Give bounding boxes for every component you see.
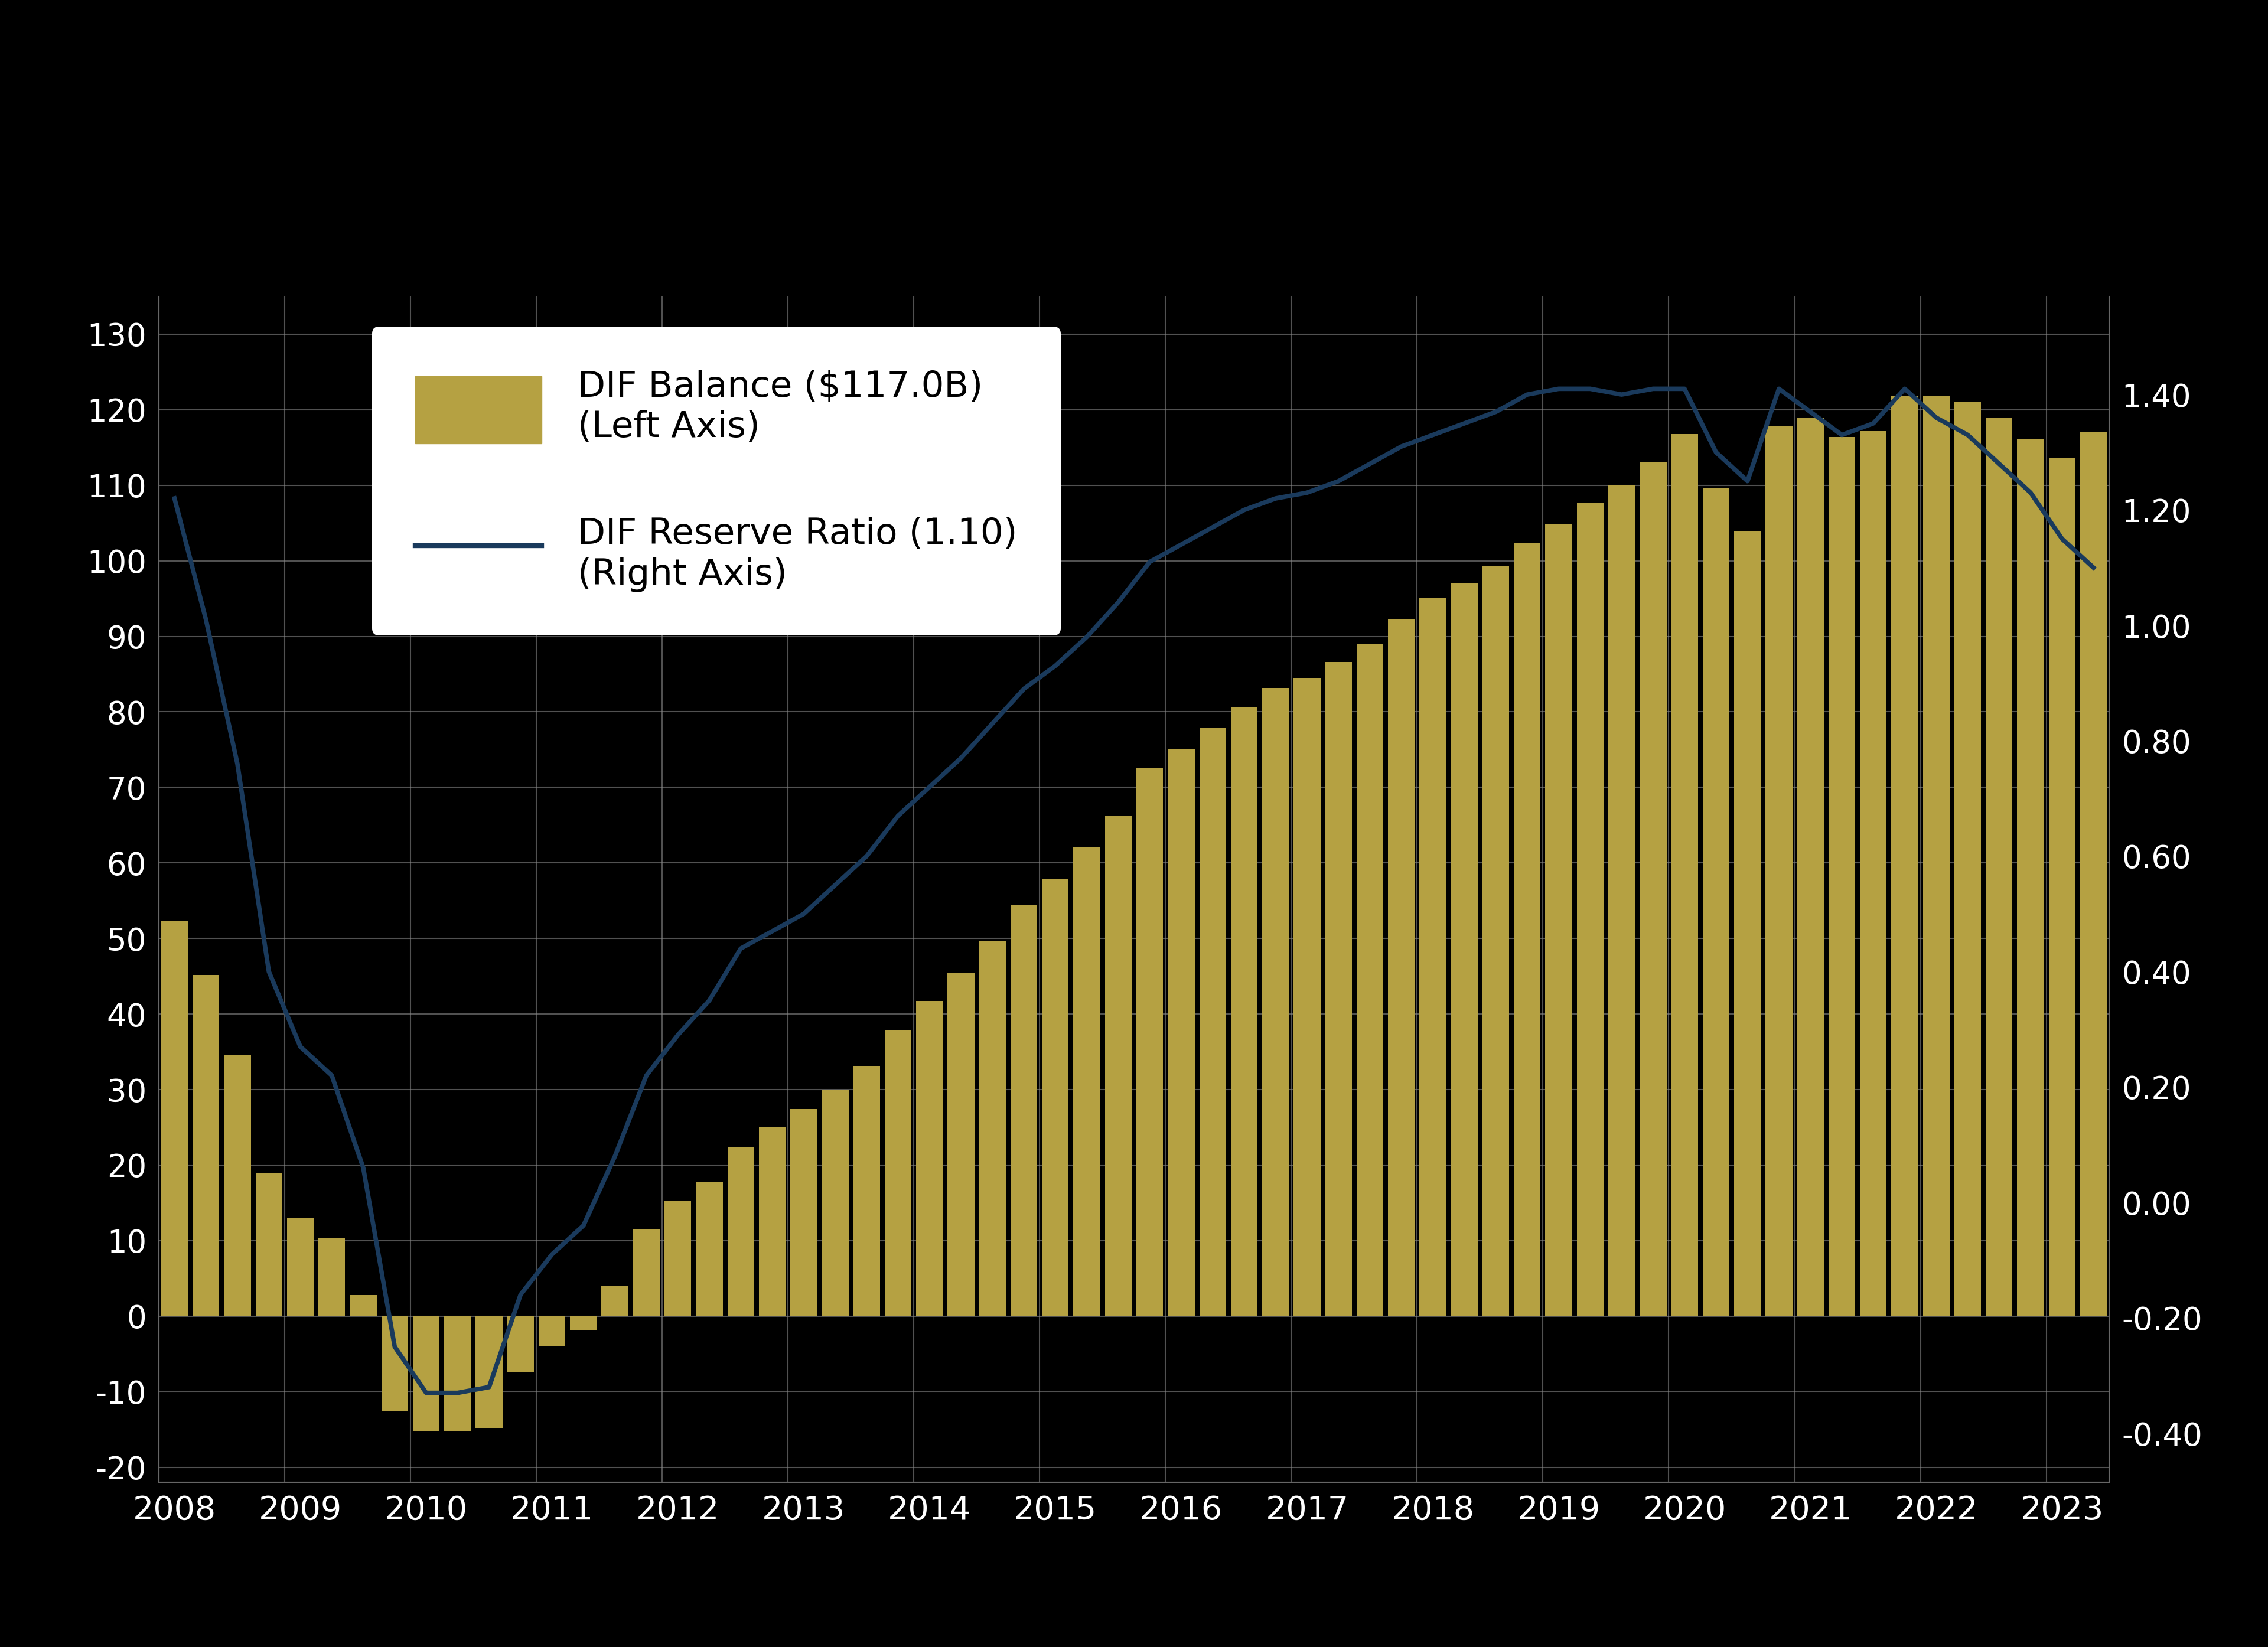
Bar <box>1325 662 1352 1316</box>
Legend: DIF Balance ($117.0B)
(Left Axis), DIF Reserve Ratio (1.10)
(Right Axis): DIF Balance ($117.0B) (Left Axis), DIF R… <box>372 326 1061 636</box>
Bar <box>885 1029 912 1316</box>
Bar <box>349 1295 376 1316</box>
Bar <box>1640 461 1667 1316</box>
Bar <box>161 921 188 1316</box>
Bar <box>601 1286 628 1316</box>
Bar <box>2080 433 2107 1316</box>
Bar <box>853 1066 880 1316</box>
Bar <box>1105 815 1132 1316</box>
Bar <box>1452 583 1479 1316</box>
Bar <box>318 1237 345 1316</box>
Bar <box>508 1316 533 1372</box>
Bar <box>1672 433 1699 1316</box>
Bar <box>445 1316 472 1431</box>
Bar <box>1073 847 1100 1316</box>
Bar <box>288 1217 313 1316</box>
Bar <box>569 1316 596 1331</box>
Bar <box>1576 504 1603 1316</box>
Bar <box>1955 402 1980 1316</box>
Bar <box>1987 417 2012 1316</box>
Bar <box>1232 707 1256 1316</box>
Bar <box>225 1054 252 1316</box>
Bar <box>789 1108 816 1316</box>
Bar <box>538 1316 565 1346</box>
Bar <box>2016 440 2043 1316</box>
Bar <box>728 1146 755 1316</box>
Bar <box>1012 906 1036 1316</box>
Bar <box>1293 679 1320 1316</box>
Bar <box>1420 598 1447 1316</box>
Bar <box>1513 544 1540 1316</box>
Bar <box>193 975 220 1316</box>
Bar <box>2048 458 2075 1316</box>
Bar <box>1545 524 1572 1316</box>
Bar <box>1892 395 1919 1316</box>
Bar <box>1263 688 1288 1316</box>
Bar <box>821 1090 848 1316</box>
Bar <box>1608 486 1635 1316</box>
Bar <box>1735 530 1760 1316</box>
Bar <box>1828 436 1855 1316</box>
Bar <box>633 1229 660 1316</box>
Bar <box>381 1316 408 1411</box>
Bar <box>1483 567 1508 1316</box>
Bar <box>980 940 1005 1316</box>
Bar <box>413 1316 440 1431</box>
Bar <box>665 1201 692 1316</box>
Bar <box>696 1181 723 1316</box>
Bar <box>1200 728 1227 1316</box>
Bar <box>1923 397 1950 1316</box>
Bar <box>916 1001 943 1316</box>
Bar <box>1136 768 1163 1316</box>
Bar <box>1765 425 1792 1316</box>
Bar <box>1388 619 1415 1316</box>
Bar <box>1041 879 1068 1316</box>
Bar <box>760 1127 785 1316</box>
Bar <box>256 1173 281 1316</box>
Bar <box>948 972 975 1316</box>
Bar <box>1168 749 1195 1316</box>
Bar <box>1796 418 1823 1316</box>
Bar <box>1356 644 1383 1316</box>
Bar <box>476 1316 503 1428</box>
Bar <box>1703 488 1730 1316</box>
Bar <box>1860 432 1887 1316</box>
